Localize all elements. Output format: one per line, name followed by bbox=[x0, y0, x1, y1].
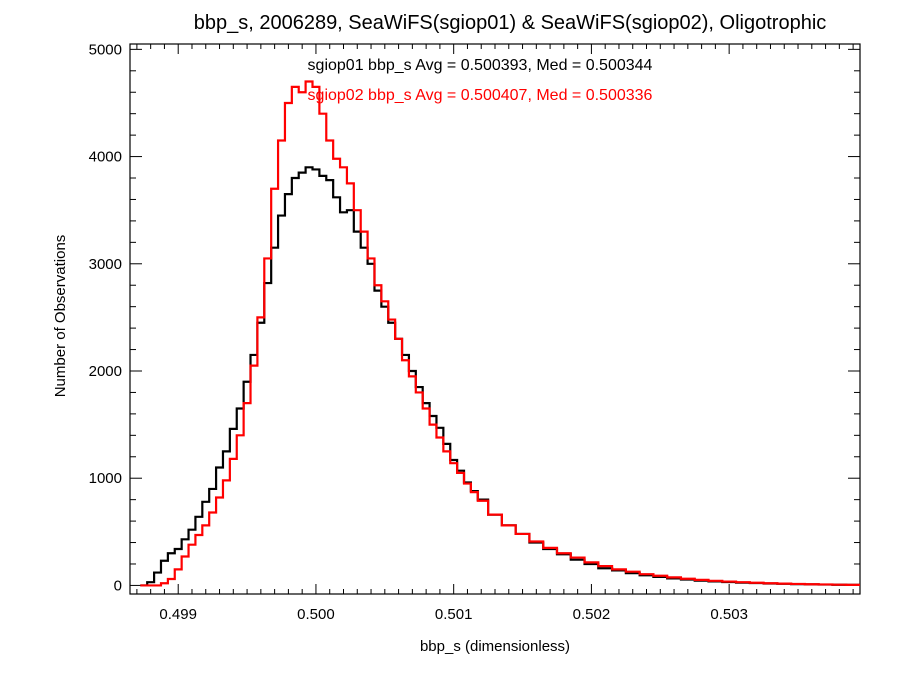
annotation-sgiop02: sgiop02 bbp_s Avg = 0.500407, Med = 0.50… bbox=[308, 87, 653, 104]
series-line-sgiop01 bbox=[140, 166, 860, 587]
x-tick-label: 0.501 bbox=[435, 606, 473, 623]
y-axis-label: Number of Observations bbox=[52, 235, 69, 398]
y-tick-label: 5000 bbox=[89, 41, 122, 58]
y-tick-label: 0 bbox=[114, 577, 122, 594]
y-axis-ticks: 0 1000 2000 3000 4000 5000 bbox=[89, 41, 860, 594]
plot-frame bbox=[129, 43, 861, 595]
y-tick-label: 3000 bbox=[89, 256, 122, 273]
x-axis-label: bbp_s (dimensionless) bbox=[420, 638, 570, 655]
series-layer bbox=[140, 80, 860, 587]
series-line-sgiop02 bbox=[140, 80, 860, 587]
x-tick-label: 0.503 bbox=[710, 606, 748, 623]
y-tick-label: 1000 bbox=[89, 470, 122, 487]
x-tick-label: 0.502 bbox=[573, 606, 611, 623]
y-tick-label: 4000 bbox=[89, 149, 122, 166]
x-tick-label: 0.500 bbox=[297, 606, 335, 623]
x-axis-ticks: 0.499 0.500 0.501 0.502 0.503 bbox=[136, 44, 854, 623]
y-tick-label: 2000 bbox=[89, 363, 122, 380]
annotation-sgiop01: sgiop01 bbp_s Avg = 0.500393, Med = 0.50… bbox=[308, 57, 653, 74]
x-tick-label: 0.499 bbox=[159, 606, 197, 623]
chart-title: bbp_s, 2006289, SeaWiFS(sgiop01) & SeaWi… bbox=[194, 12, 827, 34]
